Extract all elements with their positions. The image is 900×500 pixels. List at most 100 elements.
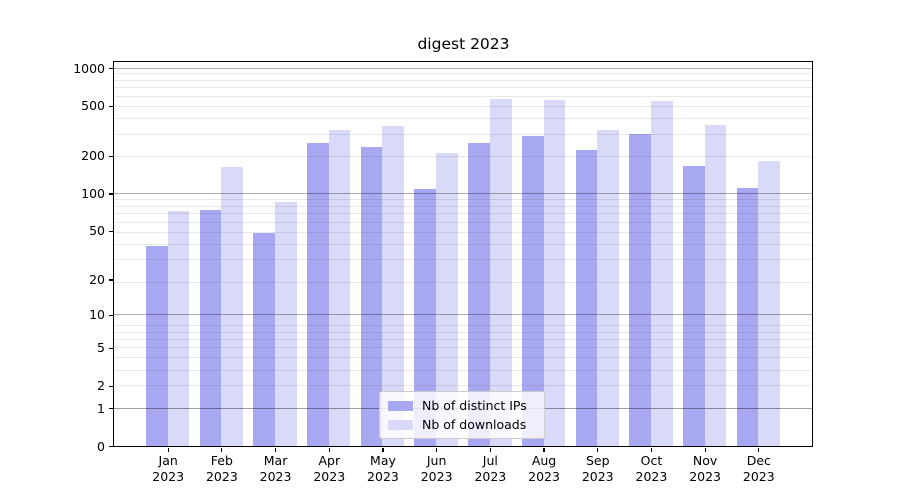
gridline-minor (114, 369, 812, 371)
x-tick-mark (382, 447, 384, 452)
bar-downloads-may (382, 126, 405, 446)
bar-ips-sep (575, 150, 598, 446)
x-tick-month: Jul (482, 453, 498, 468)
y-tick-mark (109, 279, 113, 281)
bar-ips-jan (146, 245, 168, 446)
y-tick-mark (109, 67, 113, 70)
x-axis-tick-label: Jan 2023 (136, 453, 200, 484)
x-tick-mark (758, 447, 760, 452)
x-axis-tick-label: Dec 2023 (727, 453, 791, 484)
gridline-minor (114, 357, 812, 359)
x-tick-month: Mar (263, 453, 288, 468)
x-axis-tick-label: Jun 2023 (405, 453, 469, 484)
x-tick-mark (650, 447, 652, 452)
gridline-minor (114, 339, 812, 341)
y-axis-tick-label: 500 (81, 98, 105, 114)
bar-ips-apr (307, 142, 329, 446)
gridline-minor (114, 133, 812, 135)
y-tick-mark (109, 105, 113, 108)
x-axis-tick-label: May 2023 (351, 453, 415, 484)
bar-ips-aug (521, 136, 544, 446)
x-tick-month: Jan (158, 453, 178, 468)
y-tick-mark (109, 407, 113, 410)
bar-ips-jul (468, 143, 490, 446)
legend-swatch-distinct-ips (388, 400, 413, 411)
gridline-minor (114, 213, 812, 215)
bar-ips-nov (682, 165, 705, 446)
gridline-minor (114, 325, 812, 327)
bar-downloads-nov (704, 125, 727, 446)
x-tick-month: Nov (692, 453, 718, 468)
bar-downloads-oct (650, 100, 673, 446)
gridline-major (114, 67, 812, 69)
y-tick-mark (109, 155, 113, 157)
gridline-minor (114, 259, 812, 261)
x-axis-tick-label: Nov 2023 (673, 453, 737, 484)
gridline-minor (114, 331, 812, 333)
y-axis-tick-label: 0 (97, 438, 105, 454)
x-axis-tick-label: Sep 2023 (566, 453, 630, 484)
x-axis-tick-label: Aug 2023 (512, 453, 576, 484)
bar-ips-dec (736, 187, 759, 446)
bar-ips-jun (414, 188, 437, 446)
x-tick-year: 2023 (420, 468, 453, 484)
legend-label-distinct-ips: Nb of distinct IPs (422, 398, 527, 413)
gridline-minor (114, 117, 812, 119)
y-tick-mark (109, 230, 113, 233)
x-tick-year: 2023 (742, 468, 775, 484)
gridline-major (114, 193, 812, 195)
bar-downloads-feb (221, 166, 244, 446)
x-tick-year: 2023 (259, 468, 292, 484)
y-axis-tick-label: 20 (89, 271, 105, 287)
legend-label-downloads: Nb of downloads (422, 417, 527, 432)
x-tick-month: Apr (318, 453, 341, 468)
x-axis-tick-label: Apr 2023 (297, 453, 361, 484)
x-tick-year: 2023 (313, 468, 346, 484)
x-tick-mark (436, 447, 438, 452)
x-tick-month: Jun (426, 453, 447, 468)
gridline-minor (114, 199, 812, 201)
legend-item-downloads: Nb of downloads (388, 417, 536, 432)
gridline-minor (114, 79, 812, 81)
x-tick-year: 2023 (205, 468, 238, 484)
x-tick-year: 2023 (367, 468, 399, 484)
bar-ips-feb (199, 209, 222, 446)
y-axis-tick-label: 2 (97, 378, 105, 394)
x-tick-year: 2023 (689, 468, 722, 484)
gridline-minor (114, 385, 812, 387)
bar-downloads-mar (275, 201, 297, 446)
bar-downloads-jul (489, 98, 512, 446)
y-axis-tick-label: 1 (97, 400, 105, 416)
x-tick-year: 2023 (581, 468, 614, 484)
y-tick-mark (109, 314, 113, 316)
y-tick-mark (109, 193, 113, 195)
gridline-major (114, 314, 812, 316)
y-tick-mark (109, 347, 113, 350)
bar-downloads-aug (543, 99, 566, 446)
x-tick-mark (167, 447, 169, 452)
x-tick-month: Dec (746, 453, 771, 468)
x-tick-mark (489, 447, 491, 452)
bar-ips-oct (629, 134, 651, 446)
x-tick-month: Sep (585, 453, 610, 468)
bar-downloads-apr (328, 129, 351, 446)
gridline-minor (114, 231, 812, 233)
x-tick-mark (274, 447, 277, 452)
legend-item-distinct-ips: Nb of distinct IPs (388, 398, 536, 413)
x-axis-tick-label: Mar 2023 (244, 453, 308, 484)
gridline-minor (114, 347, 812, 349)
x-tick-month: Aug (531, 453, 557, 468)
y-tick-mark (109, 385, 113, 387)
gridline-minor (114, 73, 812, 75)
gridline-minor (114, 221, 812, 223)
x-tick-year: 2023 (474, 468, 507, 484)
gridline-minor (114, 205, 812, 207)
bars-layer (114, 62, 812, 446)
gridline-minor (114, 281, 812, 283)
y-tick-mark (109, 445, 113, 448)
gridline-minor (114, 155, 812, 157)
gridline-minor (114, 243, 812, 245)
gridline-minor (114, 95, 812, 97)
bar-ips-may (360, 146, 383, 446)
